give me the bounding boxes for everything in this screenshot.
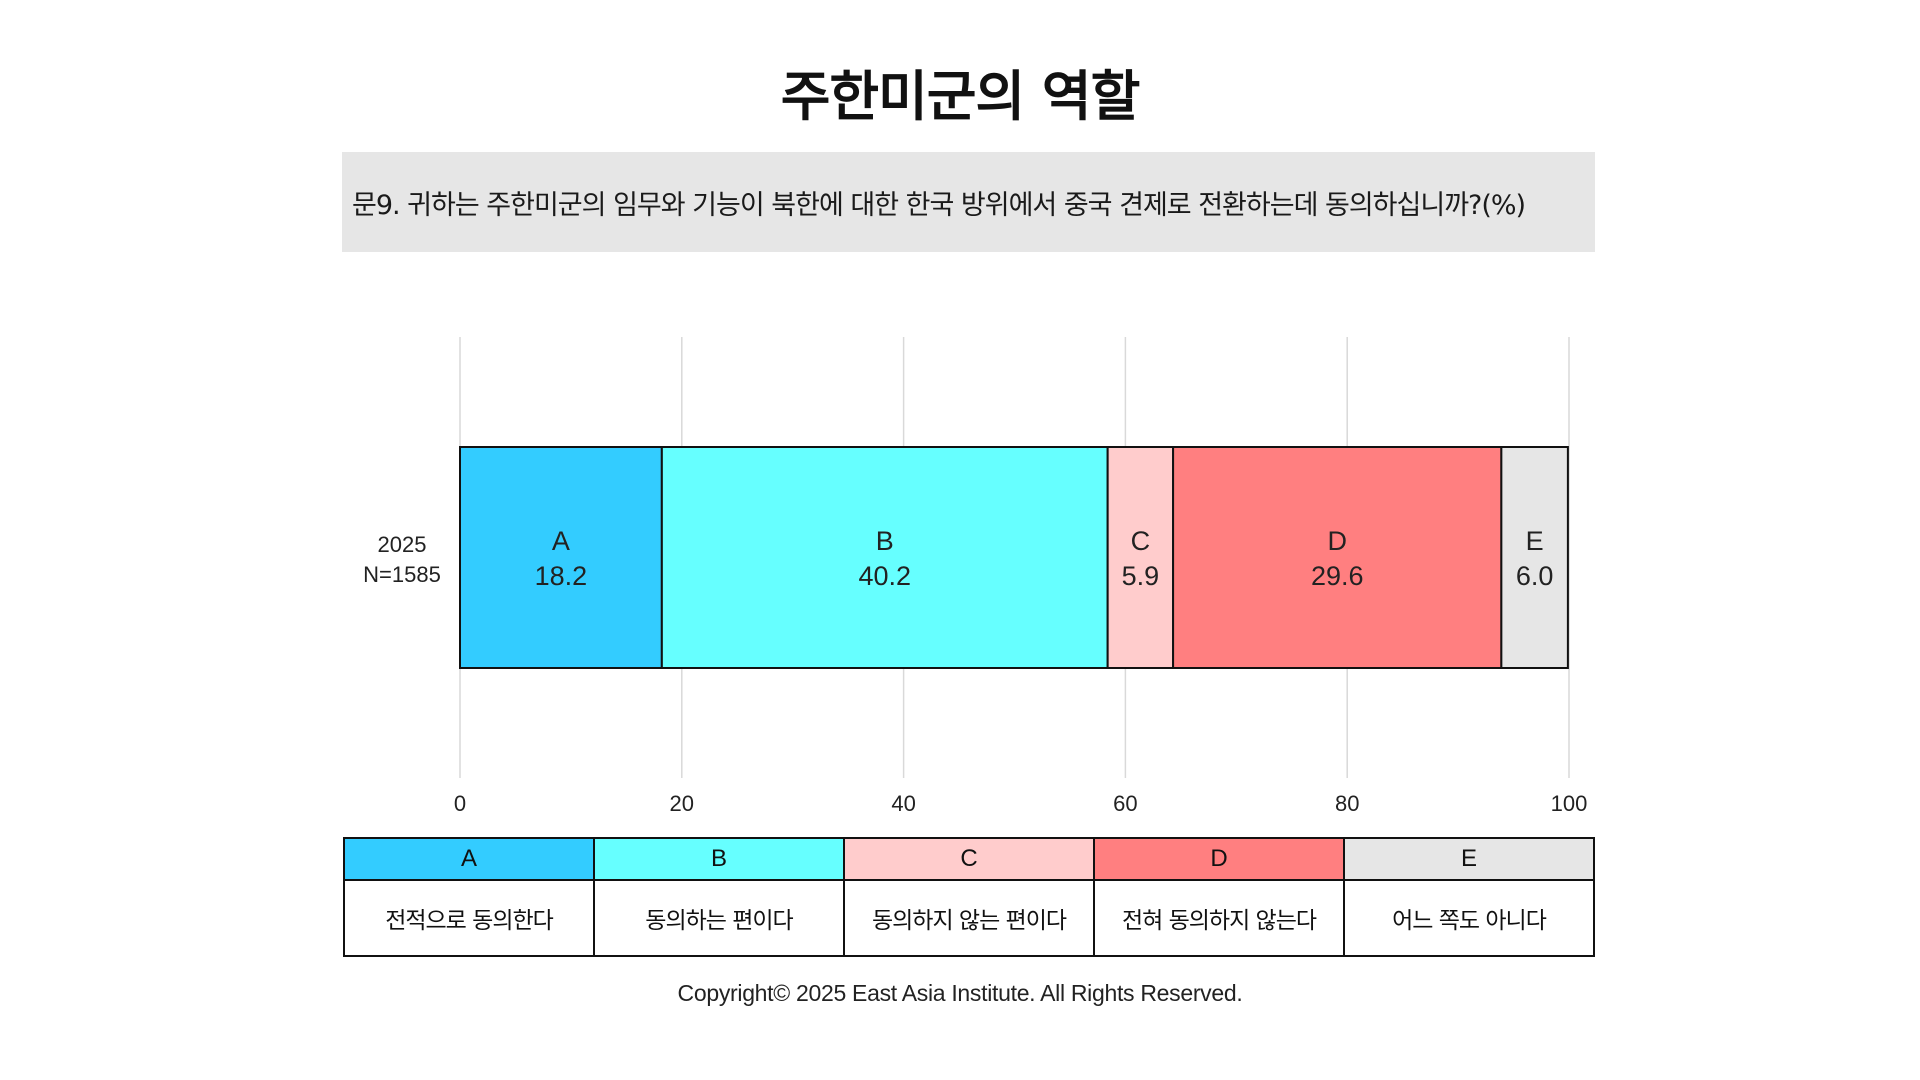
x-tick-label: 0 <box>454 791 466 816</box>
segment-series-label: A <box>552 526 570 556</box>
legend-label-d: 전혀 동의하지 않는다 <box>1093 879 1345 957</box>
category-label: N=1585 <box>363 562 441 587</box>
question-text: 문9. 귀하는 주한미군의 임무와 기능이 북한에 대한 한국 방위에서 중국 … <box>352 189 1526 221</box>
segment-series-label: C <box>1131 526 1151 556</box>
x-axis-ticks: 0 20 40 60 80 100 <box>454 791 1587 816</box>
segment-series-label: D <box>1327 526 1347 556</box>
legend-code-c: C <box>843 837 1095 881</box>
legend-label-e: 어느 쪽도 아니다 <box>1343 879 1595 957</box>
bar-segment-d <box>1172 446 1503 669</box>
legend-code-b: B <box>593 837 845 881</box>
question-box: 문9. 귀하는 주한미군의 임무와 기능이 북한에 대한 한국 방위에서 중국 … <box>342 152 1595 252</box>
category-label: 2025 <box>378 532 427 557</box>
bar-segment-e <box>1500 446 1569 669</box>
legend-code-e: E <box>1343 837 1595 881</box>
page-title: 주한미군의 역할 <box>780 65 1141 128</box>
segment-series-label: B <box>876 526 894 556</box>
segment-value-label: 29.6 <box>1311 561 1364 591</box>
segment-value-label: 40.2 <box>858 561 911 591</box>
x-tick-label: 40 <box>891 791 915 816</box>
bar-segments: A 18.2 B 40.2 C 5.9 D 29.6 E 6.0 <box>459 446 1569 669</box>
bar-segment-a <box>459 446 663 669</box>
legend-code-d: D <box>1093 837 1345 881</box>
segment-value-label: 5.9 <box>1122 561 1160 591</box>
x-tick-label: 80 <box>1335 791 1359 816</box>
segment-series-label: E <box>1526 526 1544 556</box>
stacked-bar-chart: A 18.2 B 40.2 C 5.9 D 29.6 E 6.0 0 20 40 60 80 100 202… <box>363 337 1587 816</box>
x-tick-label: 20 <box>670 791 694 816</box>
legend-label-a: 전적으로 동의한다 <box>343 879 595 957</box>
legend-label-b: 동의하는 편이다 <box>593 879 845 957</box>
legend-table: A B C D E 전적으로 동의한다 동의하는 편이다 동의하지 않는 편이다… <box>343 837 1595 957</box>
x-tick-label: 60 <box>1113 791 1137 816</box>
x-tick-label: 100 <box>1551 791 1588 816</box>
bar-segment-c <box>1106 446 1175 669</box>
category-labels: 2025 N=1585 <box>363 532 441 587</box>
legend-label-c: 동의하지 않는 편이다 <box>843 879 1095 957</box>
copyright-text: Copyright© 2025 East Asia Institute. All… <box>677 980 1243 1006</box>
legend-code-a: A <box>343 837 595 881</box>
segment-value-label: 6.0 <box>1516 561 1554 591</box>
bar-segment-b <box>660 446 1109 669</box>
segment-value-label: 18.2 <box>535 561 588 591</box>
